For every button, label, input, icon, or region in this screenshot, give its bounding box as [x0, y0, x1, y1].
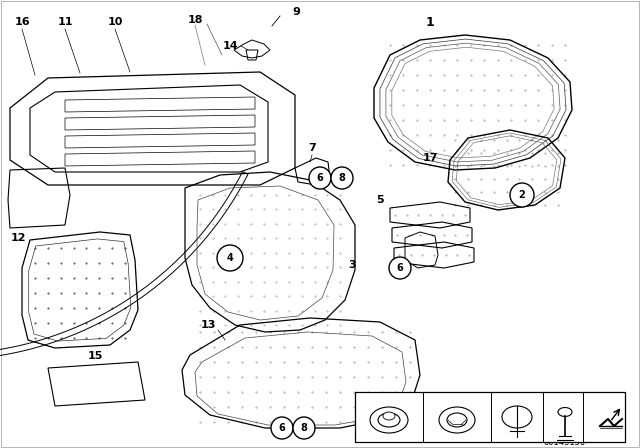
Text: 6: 6 [397, 263, 403, 273]
Circle shape [271, 417, 293, 439]
Text: 8: 8 [360, 395, 367, 405]
Text: 18: 18 [188, 15, 203, 25]
Text: 16: 16 [14, 17, 30, 27]
Text: 1: 1 [426, 16, 435, 29]
Text: 6: 6 [278, 423, 285, 433]
Text: 9: 9 [292, 7, 300, 17]
Text: 17: 17 [422, 153, 438, 163]
Circle shape [309, 167, 331, 189]
FancyBboxPatch shape [355, 392, 625, 442]
Text: 10: 10 [108, 17, 123, 27]
Text: 2: 2 [543, 395, 550, 405]
Ellipse shape [378, 413, 400, 427]
Ellipse shape [383, 412, 395, 420]
Text: 4: 4 [492, 395, 499, 405]
Ellipse shape [502, 406, 532, 428]
Text: 6: 6 [317, 173, 323, 183]
Text: 8: 8 [301, 423, 307, 433]
Circle shape [510, 183, 534, 207]
Text: 5: 5 [376, 195, 384, 205]
Text: 12: 12 [10, 233, 26, 243]
Text: 00143150: 00143150 [544, 438, 586, 447]
Text: 6: 6 [424, 395, 430, 405]
Ellipse shape [439, 407, 475, 433]
Text: 15: 15 [87, 351, 102, 361]
Circle shape [293, 417, 315, 439]
Ellipse shape [558, 408, 572, 417]
Text: 3: 3 [348, 260, 356, 270]
Circle shape [217, 245, 243, 271]
Text: 8: 8 [339, 173, 346, 183]
Text: 11: 11 [57, 17, 73, 27]
Text: 14: 14 [222, 41, 238, 51]
Ellipse shape [447, 413, 467, 427]
Circle shape [389, 257, 411, 279]
Text: 7: 7 [308, 143, 316, 153]
Text: 2: 2 [518, 190, 525, 200]
Ellipse shape [370, 407, 408, 433]
Text: 13: 13 [200, 320, 216, 330]
Circle shape [331, 167, 353, 189]
Text: 4: 4 [227, 253, 234, 263]
